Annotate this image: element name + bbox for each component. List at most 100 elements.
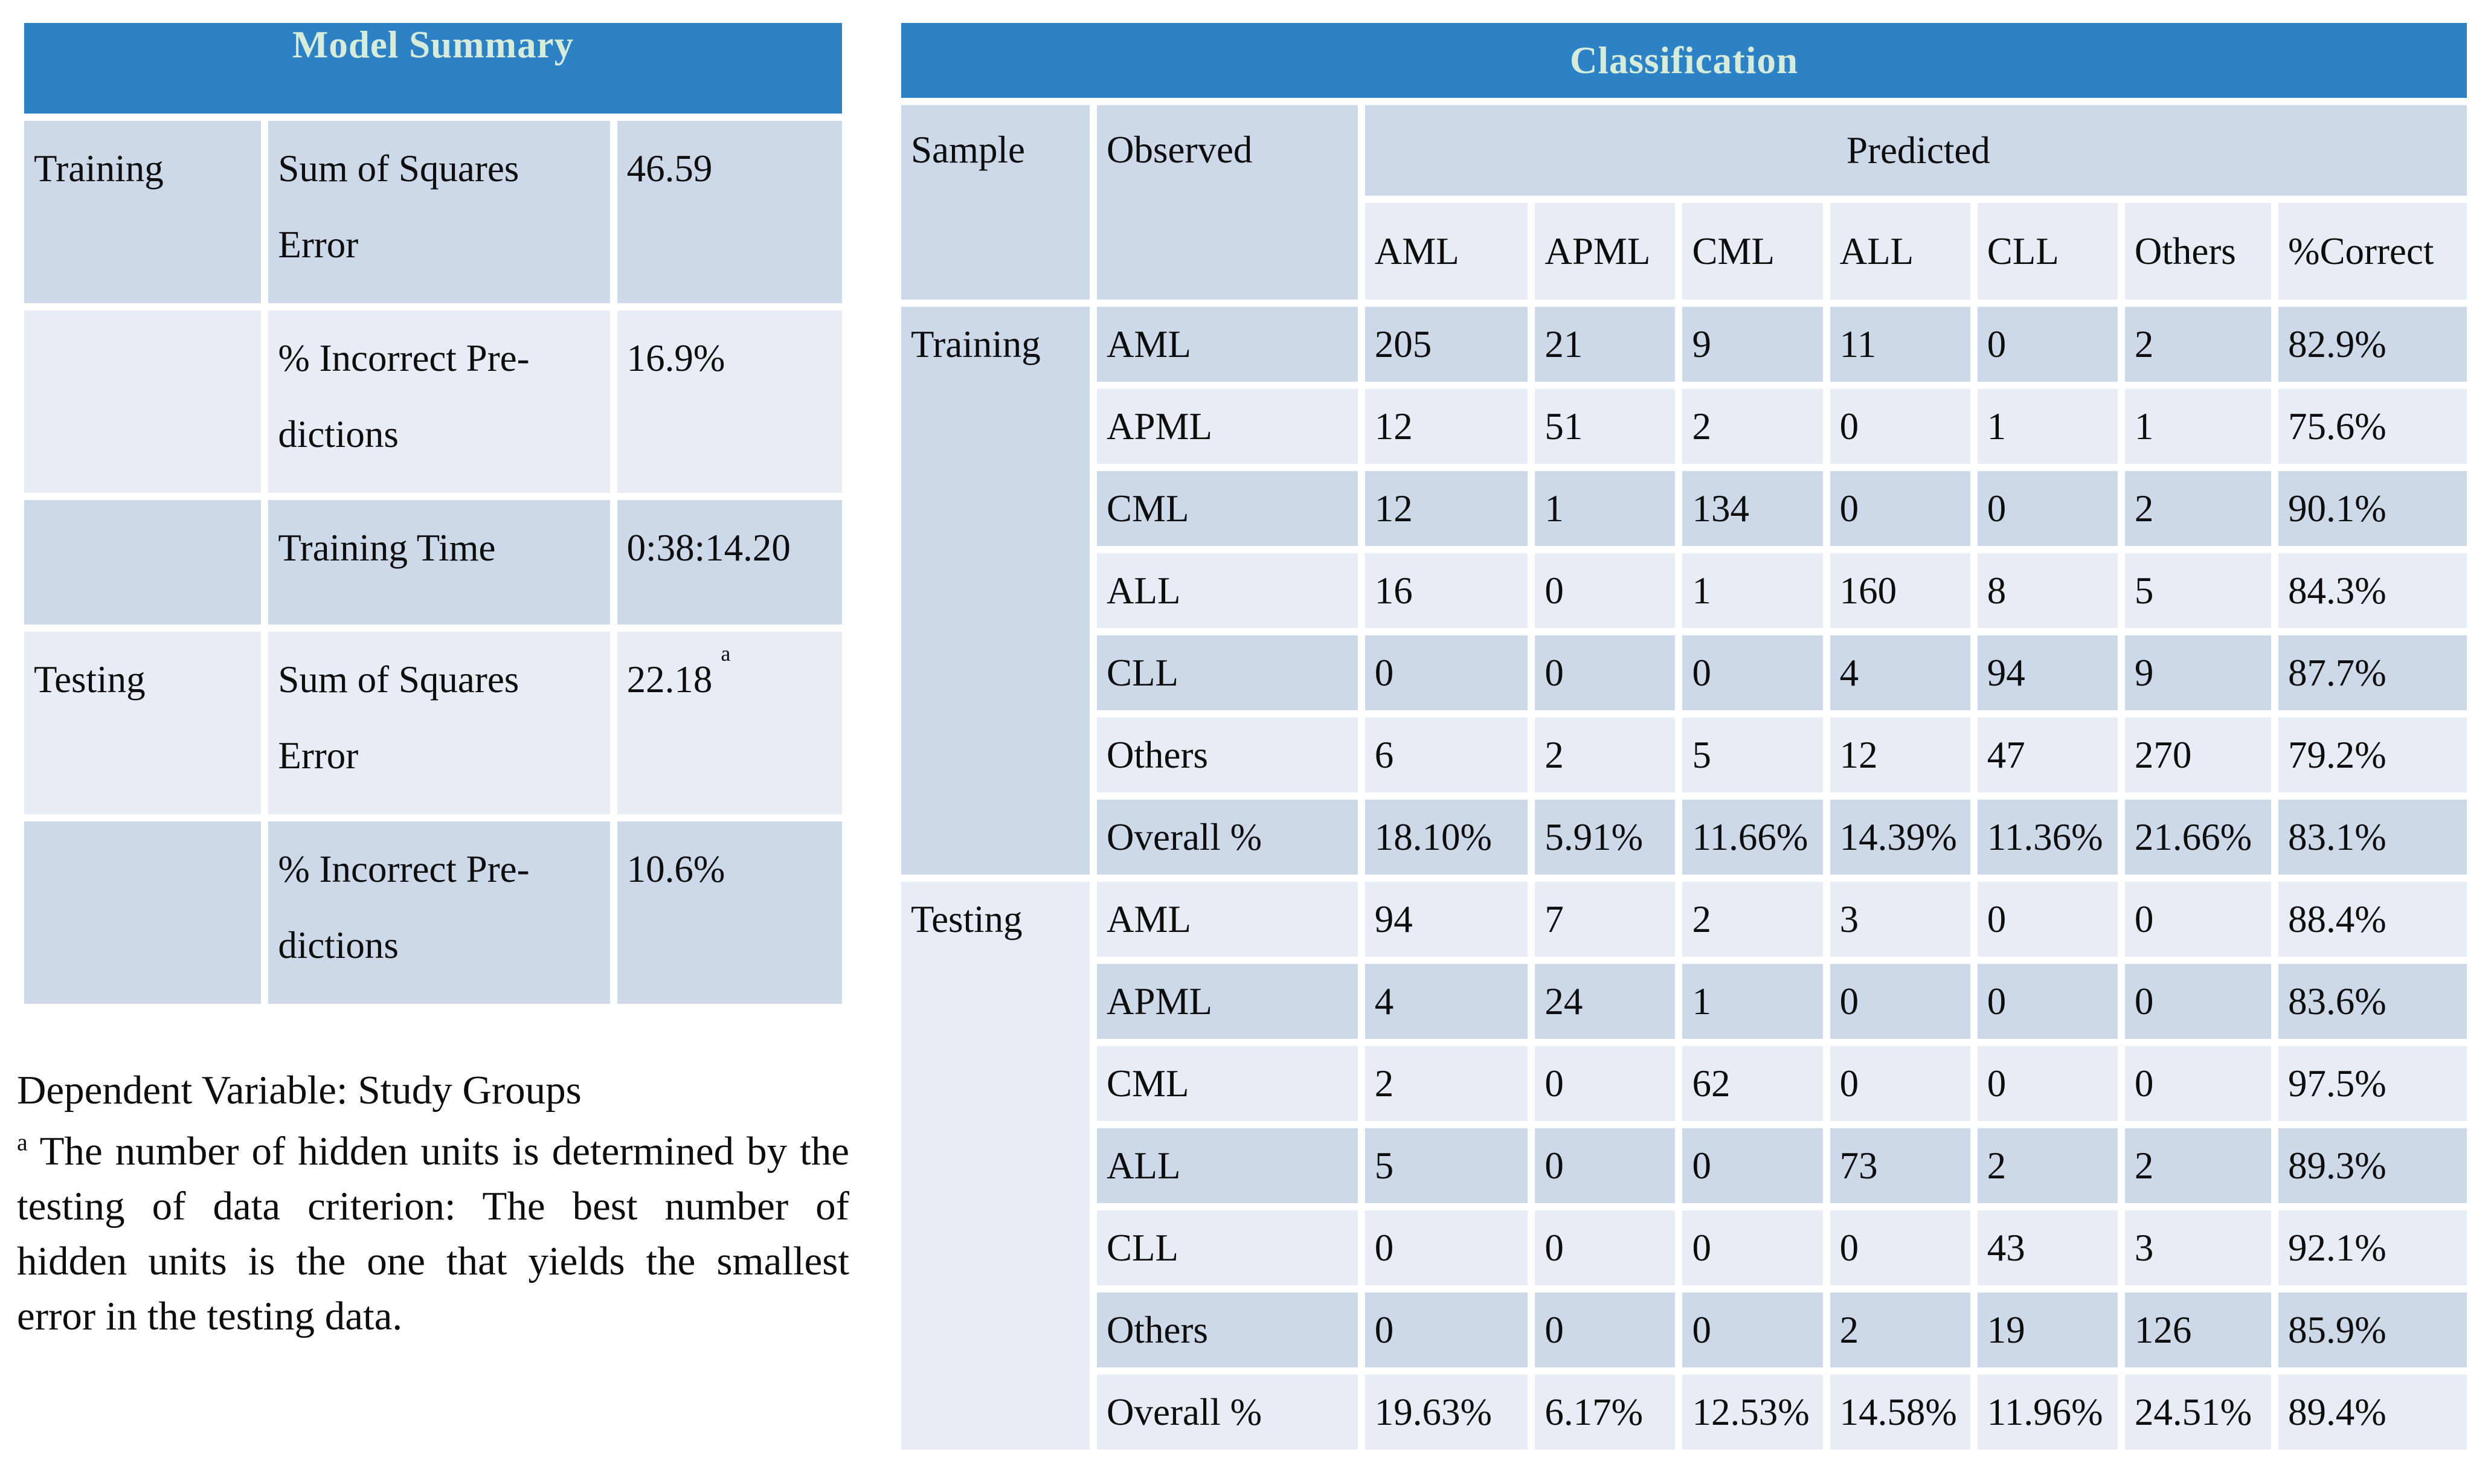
observed-cell: ALL [1097, 553, 1358, 628]
observed-cell: Overall % [1097, 800, 1358, 875]
data-cell: 43 [1977, 1210, 2118, 1285]
header-observed: Observed [1097, 105, 1358, 300]
observed-cell: ALL [1097, 1128, 1358, 1203]
data-cell: 3 [1830, 882, 1970, 957]
table-row: CLL 0 0 0 0 43 3 92.1% [901, 1210, 2467, 1285]
data-cell: 87.7% [2278, 635, 2467, 710]
data-cell: 1 [1682, 553, 1823, 628]
table-row: ALL 16 0 1 160 8 5 84.3% [901, 553, 2467, 628]
data-cell: 21 [1535, 307, 1676, 382]
data-cell: 18.10% [1364, 800, 1528, 875]
superscript-a: a [721, 641, 731, 666]
observed-cell: CML [1097, 471, 1358, 546]
data-cell: 0 [1830, 1046, 1970, 1121]
data-cell: 21.66% [2124, 800, 2271, 875]
data-cell: 47 [1977, 718, 2118, 792]
data-cell: 205 [1364, 307, 1528, 382]
metric-label-line: Sum of Squares [278, 658, 519, 701]
footnote-body: The number of hidden units is determined… [17, 1129, 849, 1339]
group-cell [24, 310, 262, 493]
observed-cell: CLL [1097, 635, 1358, 710]
data-cell: 11 [1830, 307, 1970, 382]
data-cell: 0 [1535, 1046, 1676, 1121]
data-cell: 2 [1364, 1046, 1528, 1121]
data-cell: 12.53% [1682, 1375, 1823, 1450]
model-summary-title-row: Model Summary [24, 23, 842, 114]
data-cell: 0 [1830, 389, 1970, 464]
data-cell: 89.3% [2278, 1128, 2467, 1203]
table-row: Training Time 0:38:14.20 [24, 500, 842, 625]
data-cell: 160 [1830, 553, 1970, 628]
group-cell: Testing [24, 632, 262, 814]
classification-subheader-row: AML APML CML ALL CLL Others %Correct [901, 203, 2467, 300]
data-cell: 0 [1830, 471, 1970, 546]
table-row: % Incorrect Pre- dictions 16.9% [24, 310, 842, 493]
table-row: APML 12 51 2 0 1 1 75.6% [901, 389, 2467, 464]
metric-value: 10.6% [626, 848, 725, 890]
data-cell: 11.96% [1977, 1375, 2118, 1450]
metric-label-line: % Incorrect Pre- [278, 848, 530, 890]
footnote: Dependent Variable: Study Groups a The n… [17, 1063, 849, 1344]
data-cell: 2 [1682, 389, 1823, 464]
group-cell: Training [24, 121, 262, 303]
data-cell: 9 [1682, 307, 1823, 382]
data-cell: 89.4% [2278, 1375, 2467, 1450]
column-header: %Correct [2278, 203, 2467, 300]
data-cell: 88.4% [2278, 882, 2467, 957]
data-cell: 2 [2124, 307, 2271, 382]
data-cell: 5.91% [1535, 800, 1676, 875]
data-cell: 4 [1830, 635, 1970, 710]
metric-label-line: dictions [278, 413, 399, 455]
table-row: Overall % 19.63% 6.17% 12.53% 14.58% 11.… [901, 1375, 2467, 1450]
data-cell: 84.3% [2278, 553, 2467, 628]
data-cell: 51 [1535, 389, 1676, 464]
group-cell [24, 500, 262, 625]
data-cell: 5 [1364, 1128, 1528, 1203]
data-cell: 12 [1830, 718, 1970, 792]
observed-cell: APML [1097, 389, 1358, 464]
data-cell: 97.5% [2278, 1046, 2467, 1121]
data-cell: 94 [1977, 635, 2118, 710]
sample-group-cell: Training [901, 307, 1090, 875]
right-column: Classification Sample Observed Predicted… [894, 16, 2474, 1468]
classification-header-row: Sample Observed Predicted [901, 105, 2467, 300]
metric-label-cell: % Incorrect Pre- dictions [268, 821, 610, 1004]
value-cell: 10.6% [617, 821, 842, 1004]
data-cell: 7 [1535, 882, 1676, 957]
metric-label-line: Training Time [278, 527, 496, 569]
table-row: % Incorrect Pre- dictions 10.6% [24, 821, 842, 1004]
metric-label-cell: Training Time [268, 500, 610, 625]
data-cell: 14.58% [1830, 1375, 1970, 1450]
observed-cell: AML [1097, 307, 1358, 382]
data-cell: 0 [1682, 1210, 1823, 1285]
data-cell: 1 [2124, 389, 2271, 464]
table-row: ALL 5 0 0 73 2 2 89.3% [901, 1128, 2467, 1203]
data-cell: 2 [2124, 471, 2271, 546]
table-row: Training AML 205 21 9 11 0 2 82.9% [901, 307, 2467, 875]
column-header: CML [1682, 203, 1823, 300]
data-cell: 6 [1364, 718, 1528, 792]
metric-value: 16.9% [626, 337, 725, 379]
metric-label-line: Error [278, 223, 359, 266]
model-summary-title: Model Summary [24, 23, 842, 114]
data-cell: 0 [1535, 553, 1676, 628]
data-cell: 0 [1830, 1210, 1970, 1285]
data-cell: 83.1% [2278, 800, 2467, 875]
dependent-variable-note: Dependent Variable: Study Groups [17, 1068, 582, 1113]
metric-value: 0:38:14.20 [626, 527, 791, 569]
data-cell: 0 [1977, 471, 2118, 546]
data-cell: 83.6% [2278, 964, 2467, 1039]
data-cell: 0 [1682, 635, 1823, 710]
data-cell: 1 [1682, 964, 1823, 1039]
data-cell: 0 [1977, 882, 2118, 957]
metric-label-cell: Sum of Squares Error [268, 121, 610, 303]
metric-label-line: % Incorrect Pre- [278, 337, 530, 379]
data-cell: 2 [1977, 1128, 2118, 1203]
table-row: CML 2 0 62 0 0 0 97.5% [901, 1046, 2467, 1121]
header-sample: Sample [901, 105, 1090, 300]
metric-label-line: Error [278, 734, 359, 777]
data-cell: 1 [1977, 389, 2118, 464]
classification-title-row: Classification [901, 23, 2467, 98]
observed-cell: APML [1097, 964, 1358, 1039]
data-cell: 0 [1535, 1293, 1676, 1367]
